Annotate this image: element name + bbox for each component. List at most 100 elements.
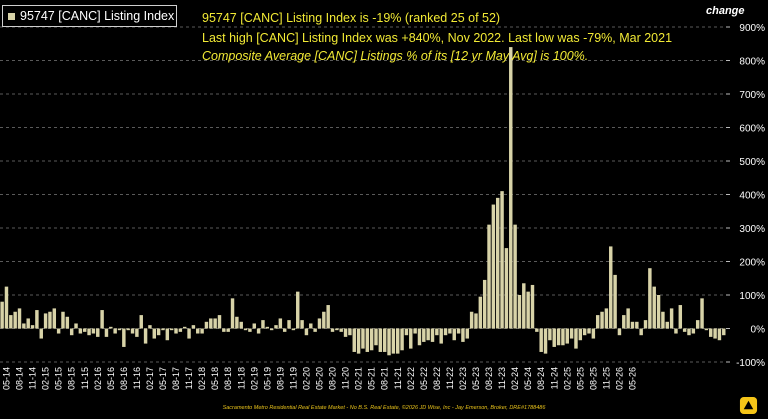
bar xyxy=(674,328,678,334)
bar xyxy=(656,295,661,329)
bar xyxy=(704,328,709,331)
bar xyxy=(339,328,343,332)
bar xyxy=(161,328,165,331)
x-tick-label: 08-16 xyxy=(119,367,129,390)
bar xyxy=(165,328,170,341)
bar xyxy=(404,328,409,336)
bar xyxy=(509,47,513,329)
x-tick-label: 08-17 xyxy=(171,367,181,390)
bar xyxy=(409,328,413,349)
bar xyxy=(652,286,656,329)
x-tick-label: 11-14 xyxy=(28,367,38,389)
x-tick-label: 05-20 xyxy=(315,367,325,390)
bar xyxy=(235,316,239,329)
bar xyxy=(17,308,22,329)
legend: 95747 [CANC] Listing Index xyxy=(2,5,177,27)
bar xyxy=(300,320,304,329)
bar xyxy=(304,328,309,336)
bar xyxy=(213,318,217,329)
bar xyxy=(326,305,330,329)
x-tick-label: 02-20 xyxy=(301,367,311,390)
x-tick-label: 11-16 xyxy=(132,367,142,389)
bar xyxy=(474,313,478,329)
bar xyxy=(378,328,383,352)
x-tick-label: 05-17 xyxy=(158,367,168,390)
bar xyxy=(426,328,430,341)
x-tick-label: 08-22 xyxy=(432,367,442,390)
bar xyxy=(13,311,17,329)
y-tick-label: -100% xyxy=(736,358,765,369)
x-tick-label: 02-26 xyxy=(614,367,624,390)
footer-credit: Sacramento Metro Residential Real Estate… xyxy=(222,405,546,411)
bar xyxy=(313,328,317,332)
bar xyxy=(291,328,296,331)
bar xyxy=(152,328,157,339)
bar xyxy=(439,328,443,344)
bar xyxy=(430,328,435,342)
x-tick-label: 08-19 xyxy=(275,367,285,390)
x-tick-label: 02-17 xyxy=(145,367,155,390)
bar xyxy=(96,328,100,337)
bar xyxy=(435,328,439,336)
x-tick-label: 05-23 xyxy=(471,367,481,390)
bar xyxy=(282,328,287,332)
bar xyxy=(65,316,70,329)
bar xyxy=(604,308,609,329)
bar xyxy=(543,328,548,354)
bar xyxy=(43,313,48,329)
bar xyxy=(178,328,183,332)
bar xyxy=(717,328,722,341)
bar xyxy=(348,328,352,336)
x-tick-label: 02-24 xyxy=(510,367,520,390)
bar xyxy=(691,328,696,334)
y-tick-label: 600% xyxy=(739,124,765,135)
bar xyxy=(400,328,404,351)
bar xyxy=(309,323,313,329)
bar xyxy=(22,323,26,329)
bar xyxy=(200,328,204,334)
x-tick-label: 11-22 xyxy=(445,367,455,389)
x-tick-label: 02-25 xyxy=(562,367,572,390)
bar xyxy=(317,318,322,329)
bar xyxy=(391,328,396,354)
x-tick-label: 08-15 xyxy=(67,367,77,390)
bar xyxy=(648,268,652,329)
bar xyxy=(182,326,187,329)
x-tick-label: 02-22 xyxy=(406,367,416,390)
x-tick-label: 11-19 xyxy=(288,367,298,389)
bar xyxy=(243,328,248,331)
x-tick-label: 08-21 xyxy=(380,367,390,390)
bar xyxy=(0,301,4,329)
bar xyxy=(535,328,539,332)
bar xyxy=(91,328,96,334)
bar xyxy=(356,328,361,354)
bar xyxy=(687,328,691,336)
x-tick-label: 11-24 xyxy=(549,367,559,389)
y-tick-label: 900% xyxy=(739,23,765,34)
bar xyxy=(526,291,530,329)
bar xyxy=(30,325,35,329)
bar xyxy=(191,325,196,329)
bar xyxy=(530,284,535,329)
bar xyxy=(187,328,191,339)
bar xyxy=(78,328,83,334)
x-tick-label: 02-15 xyxy=(41,367,51,390)
bar xyxy=(82,328,87,332)
grid-lines xyxy=(0,26,726,363)
bar xyxy=(491,204,496,329)
bar xyxy=(626,308,630,329)
bar xyxy=(591,328,596,339)
bar xyxy=(643,320,648,329)
bar xyxy=(239,321,243,329)
x-tick-label: 05-19 xyxy=(262,367,272,390)
bar xyxy=(126,328,130,331)
bar xyxy=(104,328,109,337)
bar xyxy=(100,310,104,329)
x-tick-label: 11-18 xyxy=(236,367,246,389)
bar xyxy=(139,315,143,329)
y-tick-label: 100% xyxy=(739,291,765,302)
bar xyxy=(330,328,335,332)
bar xyxy=(69,328,74,336)
bar xyxy=(322,311,326,329)
x-tick-label: 11-23 xyxy=(497,367,507,389)
